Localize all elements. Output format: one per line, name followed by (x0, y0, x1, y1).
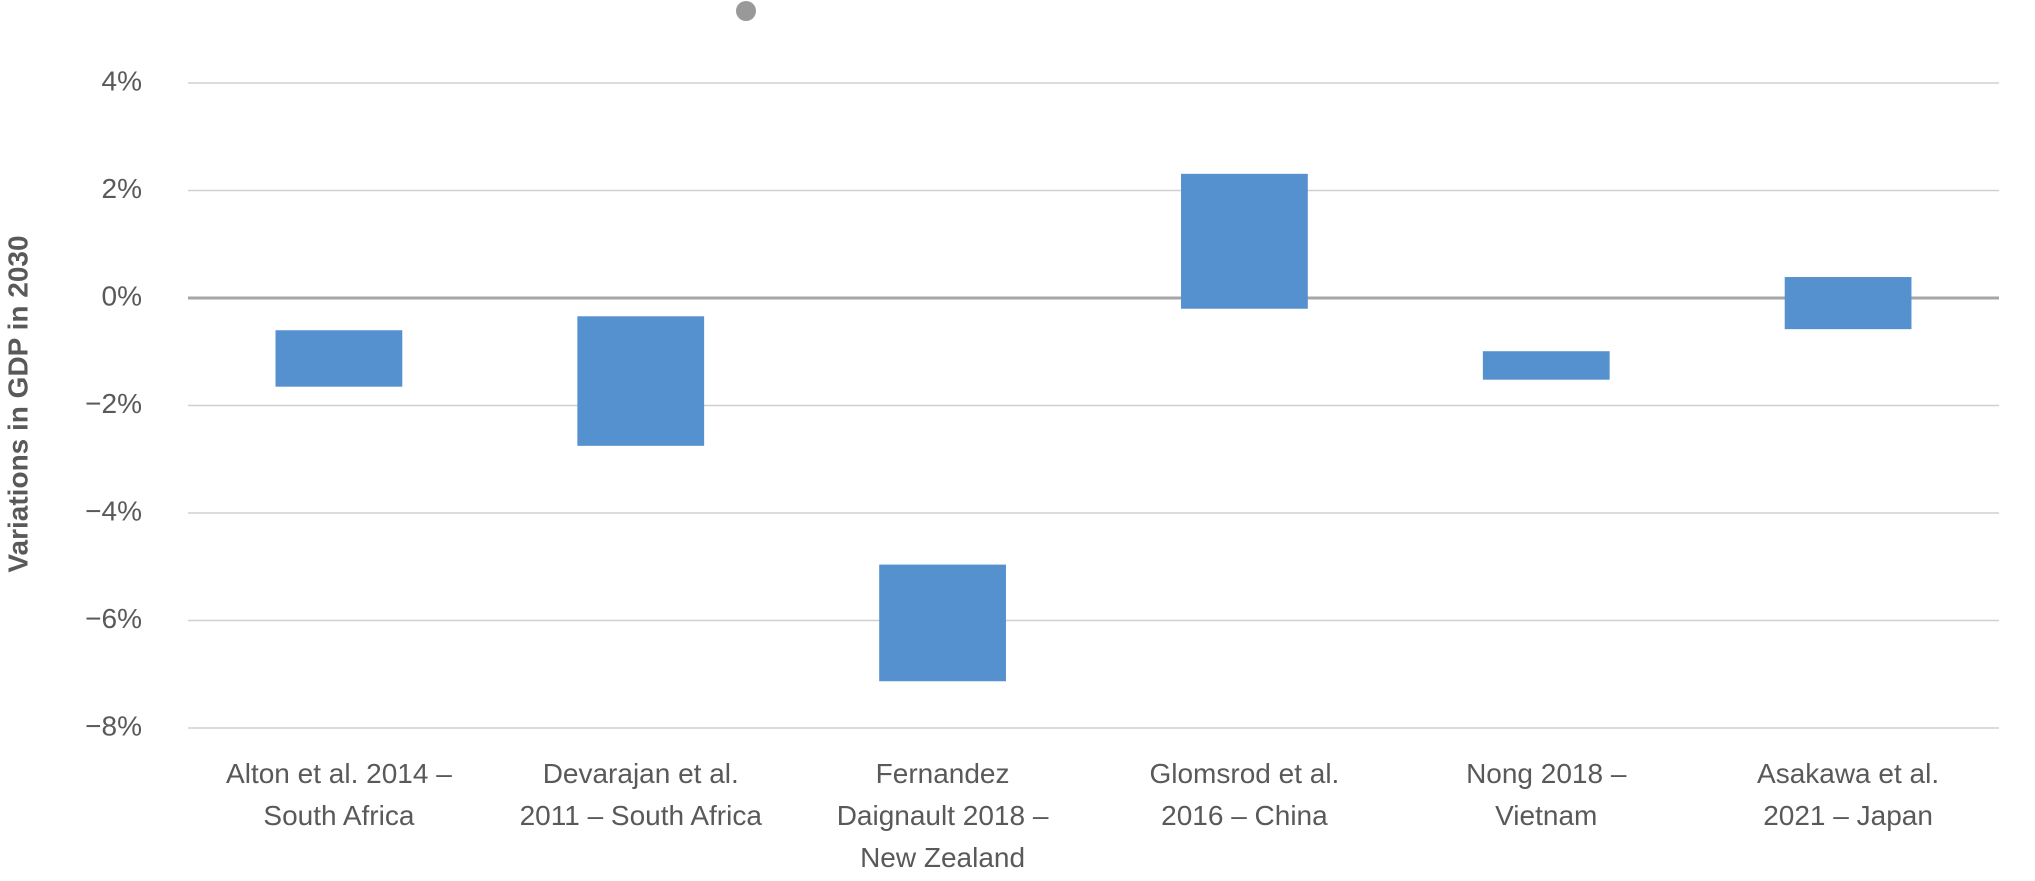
x-tick-label: Alton et al. 2014 – South Africa (226, 758, 452, 831)
x-tick-label-line: New Zealand (860, 842, 1025, 873)
x-tick-label: Glomsrod et al. 2016 – China (1149, 758, 1339, 831)
y-tick-label: −4% (85, 495, 142, 526)
y-tick-label: 0% (102, 280, 142, 311)
x-tick-label-line: South Africa (263, 800, 414, 831)
x-tick-label: Devarajan et al. 2011 – South Africa (520, 758, 763, 831)
y-tick-label: 2% (102, 173, 142, 204)
x-tick-label-line: Daignault 2018 – (837, 800, 1049, 831)
x-tick-label-line: Glomsrod et al. (1149, 758, 1339, 789)
x-tick-label-line: Alton et al. 2014 – (226, 758, 452, 789)
bar (1181, 173, 1308, 309)
x-tick-label: Fernandez Daignault 2018 – New Zealand (837, 758, 1049, 873)
x-tick-label-line: 2021 – Japan (1763, 800, 1933, 831)
bar (1482, 351, 1610, 380)
x-tick-label-line: Vietnam (1495, 800, 1597, 831)
bar (879, 564, 1006, 682)
x-tick-label-line: 2011 – South Africa (520, 800, 763, 831)
x-tick-label: Asakawa et al. 2021 – Japan (1757, 758, 1939, 831)
y-axis-title: Variations in GDP in 2030 (2, 235, 33, 572)
bar (275, 330, 403, 387)
bar (577, 316, 705, 446)
y-tick-label: −2% (85, 388, 142, 419)
marker-dot (736, 1, 756, 21)
x-tick-label-line: Nong 2018 – (1466, 758, 1627, 789)
y-tick-label: 4% (102, 65, 142, 96)
x-tick-label-line: Asakawa et al. (1757, 758, 1939, 789)
x-tick-label-line: Devarajan et al. (543, 758, 739, 789)
x-tick-label-line: Fernandez (876, 758, 1010, 789)
x-tick-label: Nong 2018 – Vietnam (1466, 758, 1627, 831)
bar (1784, 277, 1912, 330)
x-tick-label-line: 2016 – China (1161, 800, 1328, 831)
y-tick-label: −8% (85, 710, 142, 741)
y-tick-label: −6% (85, 603, 142, 634)
